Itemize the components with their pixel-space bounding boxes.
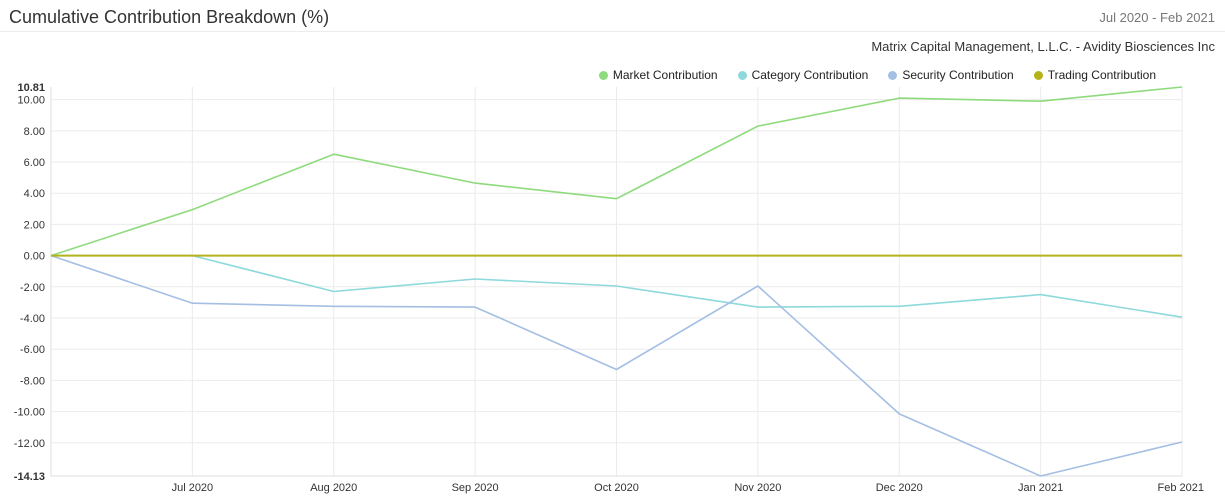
x-tick-label: Aug 2020 (310, 482, 357, 494)
legend-swatch (888, 70, 898, 80)
date-range: Jul 2020 - Feb 2021 (1099, 10, 1215, 25)
y-tick-label: 8.00 (24, 126, 45, 138)
x-tick-label: Sep 2020 (452, 482, 499, 494)
chart-subtitle: Matrix Capital Management, L.L.C. - Avid… (871, 39, 1215, 54)
security-contribution-line (50, 254, 1183, 477)
legend-label: Category Contribution (751, 68, 869, 82)
category-contribution-line (51, 254, 1183, 318)
y-tick-label: -6.00 (20, 344, 45, 356)
chart-legend: Market Contribution Category Contribution… (598, 68, 1156, 82)
x-tick-label: Nov 2020 (734, 482, 781, 494)
y-tick-label: 0.00 (24, 251, 45, 263)
x-tick-label: Dec 2020 (876, 482, 923, 494)
y-tick-label: 2.00 (24, 219, 45, 231)
legend-swatch (598, 70, 608, 80)
y-tick-label: -10.00 (14, 407, 45, 419)
legend-swatch (1033, 70, 1043, 80)
legend-item[interactable]: Security Contribution (888, 68, 1014, 82)
x-tick-label: Jul 2020 (172, 482, 214, 494)
legend-item[interactable]: Market Contribution (598, 68, 718, 82)
legend-swatch (737, 70, 747, 80)
legend-label: Market Contribution (612, 68, 718, 82)
x-tick-label: Feb 2021 (1158, 482, 1204, 494)
y-max-label: 10.81 (17, 82, 45, 94)
legend-item[interactable]: Category Contribution (737, 68, 869, 82)
y-min-label: -14.13 (14, 471, 45, 483)
x-tick-label: Oct 2020 (594, 482, 639, 494)
market-contribution-line (50, 86, 1183, 257)
legend-label: Trading Contribution (1047, 68, 1156, 82)
legend-item[interactable]: Trading Contribution (1033, 68, 1156, 82)
legend-label: Security Contribution (902, 68, 1014, 82)
y-tick-label: 6.00 (24, 157, 45, 169)
y-tick-label: 10.00 (17, 95, 45, 107)
chart-header: Cumulative Contribution Breakdown (%) Ju… (0, 0, 1225, 32)
x-tick-label: Jan 2021 (1018, 482, 1063, 494)
chart-title: Cumulative Contribution Breakdown (%) (9, 7, 330, 27)
y-tick-label: -12.00 (14, 438, 45, 450)
y-tick-label: -2.00 (20, 282, 45, 294)
y-tick-label: 4.00 (24, 188, 45, 200)
y-tick-label: -4.00 (20, 313, 45, 325)
y-tick-label: -8.00 (20, 375, 45, 387)
